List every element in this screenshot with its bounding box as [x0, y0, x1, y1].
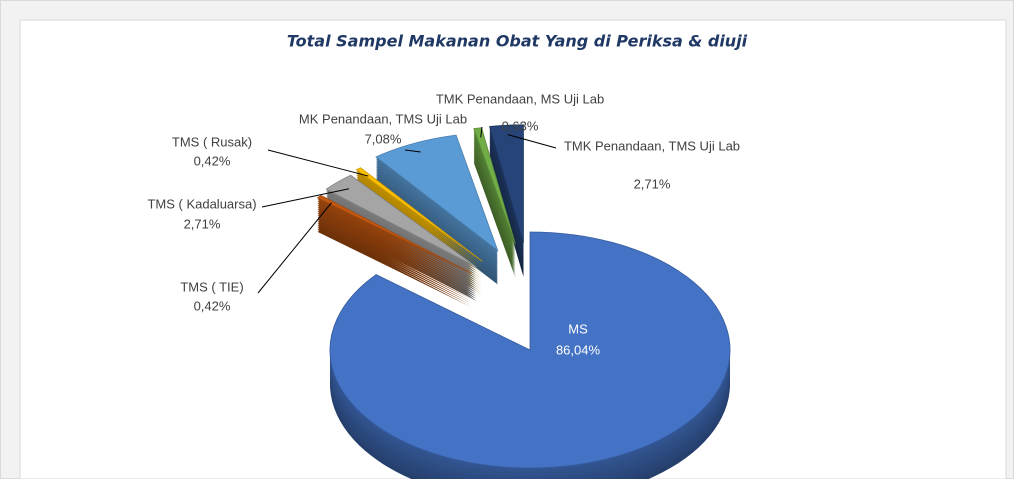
slice-side — [317, 221, 472, 300]
data-label-name: MS — [568, 321, 588, 336]
slice-side — [317, 209, 472, 288]
slice-side — [317, 201, 472, 280]
slice-side — [473, 131, 516, 249]
slice-side — [317, 215, 472, 294]
slice-side — [473, 151, 516, 269]
slice-side — [356, 169, 483, 264]
slice-side — [473, 141, 516, 259]
leader-line — [261, 188, 350, 208]
slice-side — [473, 157, 516, 275]
slice-side — [317, 199, 472, 278]
slice-side — [473, 147, 516, 265]
slice-side — [317, 213, 472, 292]
slice-side — [317, 211, 472, 290]
slice-side — [473, 137, 516, 255]
slice-side — [317, 229, 472, 308]
leader-line — [480, 126, 483, 138]
slice-side — [317, 225, 472, 304]
pie-slice — [473, 127, 516, 279]
slice-side — [473, 135, 516, 253]
slice-side — [317, 223, 472, 302]
leader-line — [404, 149, 421, 153]
pie-slice — [329, 231, 731, 479]
slice-side — [356, 173, 483, 268]
data-label-value: 0,63% — [502, 118, 539, 133]
slice-side — [317, 227, 472, 306]
slice-top — [489, 124, 524, 243]
slice-side — [356, 171, 483, 266]
slice-side — [473, 149, 516, 267]
data-label-value: 2,71% — [184, 216, 221, 231]
slice-side — [317, 205, 472, 284]
data-label-name: TMK Penandaan, TMS Uji Lab — [564, 138, 740, 153]
leader-line — [257, 202, 332, 294]
leader-line — [507, 134, 557, 149]
data-label-name: TMS ( Rusak) — [172, 134, 252, 149]
slice-side — [317, 219, 472, 298]
data-label-name: TMS ( TIE) — [180, 279, 243, 294]
slice-side — [473, 145, 516, 263]
slice-side — [317, 217, 472, 296]
slice-side — [317, 207, 472, 286]
chart-title: Total Sampel Makanan Obat Yang di Periks… — [287, 32, 748, 51]
data-label-value: 0,42% — [194, 298, 231, 313]
data-label-name: TMK Penandaan, MS Uji Lab — [436, 91, 604, 106]
slice-side — [356, 175, 483, 270]
data-label-name: TMS ( Kadaluarsa) — [147, 196, 256, 211]
data-label-name: MK Penandaan, TMS Uji Lab — [299, 111, 467, 126]
data-label-value: 0,42% — [194, 153, 231, 168]
data-label-value: 2,71% — [634, 176, 671, 191]
slice-side — [473, 159, 516, 277]
pie-slice — [316, 194, 472, 308]
slice-side — [473, 139, 516, 257]
slice-side — [473, 155, 516, 273]
slice-top — [355, 167, 483, 262]
slice-side — [473, 129, 516, 247]
slice-side — [473, 133, 516, 251]
data-label-value: 7,08% — [365, 131, 402, 146]
slice-side — [473, 143, 516, 261]
slice-side — [473, 153, 516, 271]
slice-top — [316, 194, 472, 274]
slice-side — [317, 203, 472, 282]
slice-top — [375, 134, 499, 252]
slice-side — [473, 161, 516, 279]
slice-top — [329, 231, 731, 469]
slice-top — [325, 174, 477, 268]
data-label-value: 86,04% — [556, 342, 601, 357]
leader-line — [267, 149, 369, 177]
